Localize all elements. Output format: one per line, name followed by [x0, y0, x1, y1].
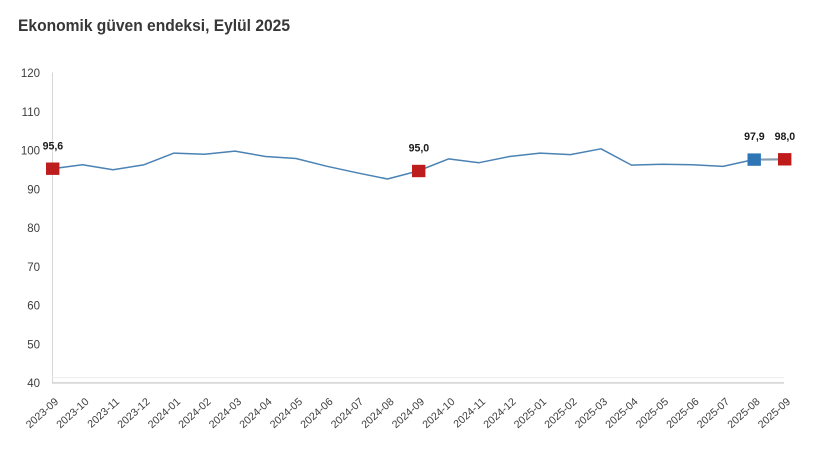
svg-text:95,0: 95,0: [409, 143, 430, 155]
svg-text:98,0: 98,0: [775, 131, 796, 143]
svg-text:100: 100: [21, 146, 40, 158]
svg-text:95,6: 95,6: [43, 140, 64, 152]
svg-text:70: 70: [27, 262, 40, 274]
svg-text:50: 50: [27, 339, 40, 351]
svg-text:120: 120: [21, 68, 40, 80]
svg-text:80: 80: [27, 223, 40, 235]
svg-text:90: 90: [27, 184, 40, 196]
svg-text:110: 110: [22, 107, 40, 119]
svg-text:97,9: 97,9: [744, 131, 765, 143]
svg-text:60: 60: [27, 301, 40, 313]
svg-text:40: 40: [27, 378, 40, 390]
svg-text:Ekonomik güven endeksi, Eylül: Ekonomik güven endeksi, Eylül 2025: [18, 17, 290, 35]
